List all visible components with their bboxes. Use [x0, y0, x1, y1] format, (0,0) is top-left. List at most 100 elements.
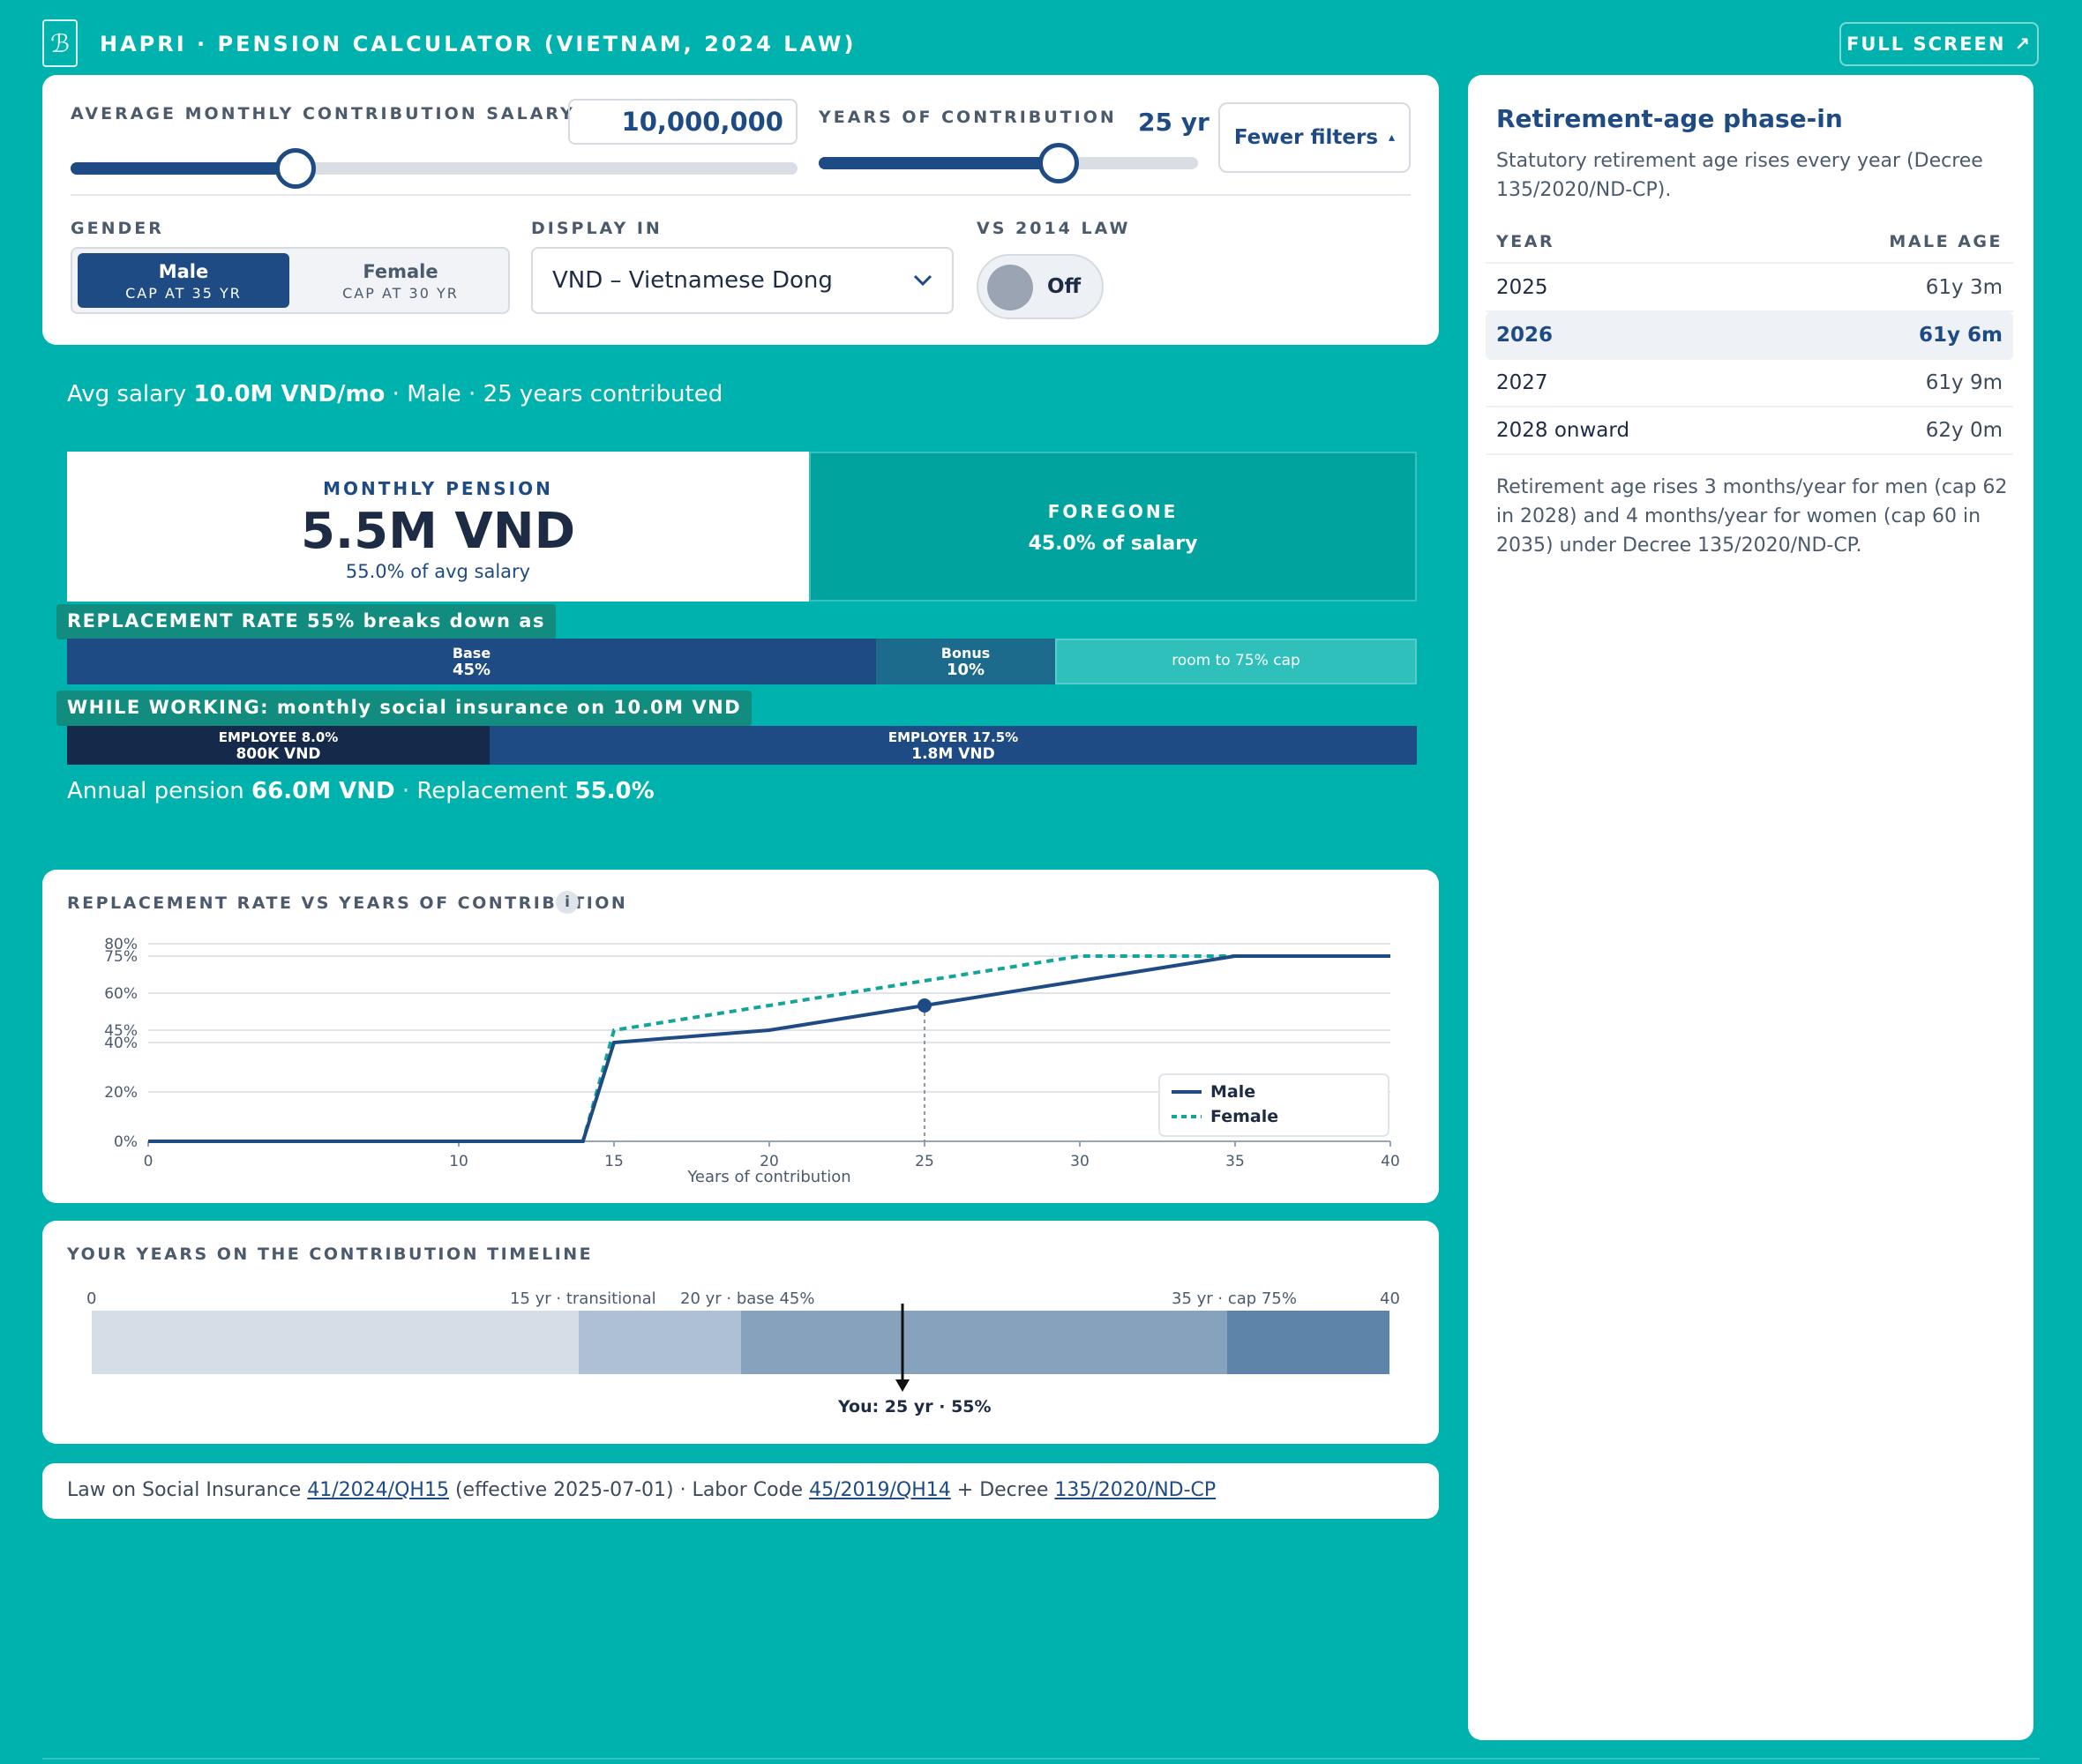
annual-pension-line: Annual pension 66.0M VND · Replacement 5… — [67, 778, 655, 804]
y-tick-label: 45% — [104, 1022, 138, 1040]
phase-in-age: 61y 9m — [1925, 371, 2003, 394]
timeline-end-label: 40 — [1380, 1289, 1400, 1308]
legend-box — [1158, 1073, 1389, 1137]
phase-in-year: 2025 — [1496, 276, 1548, 299]
phase-in-note: Retirement age rises 3 months/year for m… — [1496, 476, 2008, 557]
arrow-up-right-icon: ↗ — [2014, 34, 2033, 55]
col-year-header: YEAR — [1496, 232, 1555, 251]
currency-select-value: VND – Vietnamese Dong — [552, 267, 833, 294]
current-point-marker — [917, 998, 932, 1013]
vs-2014-label: VS 2014 LAW — [977, 219, 1131, 238]
timeline-segment — [92, 1311, 579, 1374]
app-title: HAPRI · PENSION CALCULATOR (VIETNAM, 202… — [100, 32, 857, 56]
years-slider-handle[interactable] — [1038, 143, 1079, 183]
toggle-state: Off — [1047, 275, 1082, 298]
phase-in-row: 2026 61y 6m — [1486, 312, 2013, 360]
monthly-pension-panel: MONTHLY PENSION 5.5M VND 55.0% of avg sa… — [67, 452, 809, 602]
y-tick-label: 75% — [104, 948, 138, 966]
law-link-41-2024[interactable]: 41/2024/QH15 — [307, 1479, 449, 1501]
breakdown-bonus-segment: Bonus 10% — [876, 639, 1055, 684]
chart-title: REPLACEMENT RATE VS YEARS OF CONTRIBUTIO… — [67, 893, 628, 913]
years-value: 25 yr — [1138, 108, 1210, 137]
phase-in-age: 62y 0m — [1925, 419, 2003, 442]
citation-text: Law on Social Insurance 41/2024/QH15 (ef… — [67, 1479, 1217, 1501]
decree-link-135-2020[interactable]: 135/2020/ND-CP — [1054, 1479, 1217, 1501]
x-tick-label: 25 — [915, 1153, 934, 1170]
x-tick-label: 30 — [1070, 1153, 1090, 1170]
citation-card: Law on Social Insurance 41/2024/QH15 (ef… — [42, 1463, 1439, 1519]
series-line-male — [148, 954, 1390, 1143]
salary-slider-fill — [71, 162, 296, 175]
x-tick-label: 15 — [604, 1153, 624, 1170]
y-tick-label: 20% — [104, 1084, 138, 1102]
vs-2014-toggle[interactable]: Off — [977, 254, 1104, 319]
salary-label: AVERAGE MONTHLY CONTRIBUTION SALARY — [71, 104, 575, 123]
timeline-label-15: 15 yr · transitional — [510, 1289, 656, 1308]
timeline-segment — [1227, 1311, 1389, 1374]
foregone-value: 45.0% of salary — [1028, 533, 1198, 555]
gender-female-option[interactable]: Female CAP AT 30 YR — [342, 261, 459, 302]
y-tick-label: 80% — [104, 936, 138, 953]
fewer-filters-button[interactable]: Fewer filters ▴ — [1218, 102, 1411, 173]
phase-in-row: 2027 61y 9m — [1486, 360, 2013, 407]
fullscreen-button[interactable]: FULL SCREEN ↗ — [1839, 22, 2039, 66]
timeline-segment — [578, 1311, 741, 1374]
fewer-filters-label: Fewer filters — [1233, 126, 1379, 149]
phase-in-row: 2025 61y 3m — [1486, 265, 2013, 312]
bottom-divider — [42, 1758, 2040, 1760]
gender-toggle: Male CAP AT 35 YR Female CAP AT 30 YR — [71, 247, 510, 314]
phase-in-description: Statutory retirement age rises every yea… — [1496, 150, 1983, 201]
timeline-segment — [740, 1311, 1228, 1374]
phase-in-year: 2027 — [1496, 371, 1548, 394]
employer-contribution-segment: EMPLOYER 17.5% 1.8M VND — [490, 726, 1417, 765]
x-axis-label: Years of contribution — [686, 1168, 850, 1186]
monthly-pension-sub: 55.0% of avg salary — [345, 561, 531, 582]
fullscreen-label: FULL SCREEN — [1846, 34, 2006, 55]
timeline-title: YOUR YEARS ON THE CONTRIBUTION TIMELINE — [67, 1245, 594, 1264]
y-tick-label: 0% — [114, 1133, 138, 1151]
info-icon[interactable]: i — [556, 891, 579, 914]
x-tick-label: 35 — [1225, 1153, 1245, 1170]
gender-male-option[interactable]: Male CAP AT 35 YR — [78, 253, 289, 308]
foregone-panel: FOREGONE 45.0% of salary — [809, 452, 1417, 602]
phase-in-title: Retirement-age phase-in — [1496, 104, 1843, 133]
salary-input[interactable]: 10,000,000 — [568, 99, 798, 145]
gender-label: GENDER — [71, 219, 164, 238]
monthly-pension-label: MONTHLY PENSION — [323, 478, 553, 499]
years-slider-fill — [819, 157, 1059, 169]
salary-slider-handle[interactable] — [274, 148, 316, 189]
legend-label-female: Female — [1210, 1107, 1278, 1126]
law-link-45-2019[interactable]: 45/2019/QH14 — [809, 1479, 951, 1501]
replacement-rate-chart: 0% 20% 40%45% 60% 75%80% 0 10 15 20 25 30 35 40 Years… — [104, 936, 1400, 1186]
breakdown-room-segment: room to 75% cap — [1055, 639, 1417, 684]
phase-in-header-divider — [1486, 262, 2013, 264]
you-marker-arrow — [895, 1304, 910, 1392]
phase-in-age: 61y 3m — [1925, 276, 2003, 299]
breakdown-title: REPLACEMENT RATE 55% breaks down as — [56, 604, 556, 639]
working-title: WHILE WORKING: monthly social insurance … — [56, 691, 753, 726]
y-tick-label: 40% — [104, 1035, 138, 1052]
foregone-label: FOREGONE — [1047, 501, 1179, 522]
monthly-pension-value: 5.5M VND — [300, 503, 576, 560]
caret-up-icon: ▴ — [1389, 131, 1396, 145]
you-marker-label: You: 25 yr · 55% — [838, 1397, 992, 1416]
timeline-label-35: 35 yr · cap 75% — [1172, 1289, 1297, 1308]
x-tick-label: 0 — [144, 1153, 154, 1170]
chart-card — [42, 870, 1439, 1203]
phase-in-age: 61y 6m — [1919, 324, 2003, 347]
years-label: YEARS OF CONTRIBUTION — [819, 108, 1117, 127]
currency-select[interactable]: VND – Vietnamese Dong — [531, 247, 954, 314]
chevron-down-icon — [913, 274, 932, 287]
timeline-start-label: 0 — [86, 1289, 97, 1308]
hapri-logo: ℬ — [42, 19, 78, 67]
display-label: DISPLAY IN — [531, 219, 663, 238]
summary-line: Avg salary 10.0M VND/mo · Male · 25 year… — [67, 381, 723, 407]
series-line-female — [148, 954, 1390, 1143]
y-tick-label: 60% — [104, 985, 138, 1003]
x-tick-label: 10 — [449, 1153, 468, 1170]
employee-contribution-segment: EMPLOYEE 8.0% 800K VND — [67, 726, 490, 765]
timeline-label-20: 20 yr · base 45% — [680, 1289, 815, 1308]
phase-in-row: 2028 onward 62y 0m — [1486, 407, 2013, 455]
phase-in-year: 2028 onward — [1496, 419, 1630, 442]
toggle-knob — [987, 265, 1033, 310]
